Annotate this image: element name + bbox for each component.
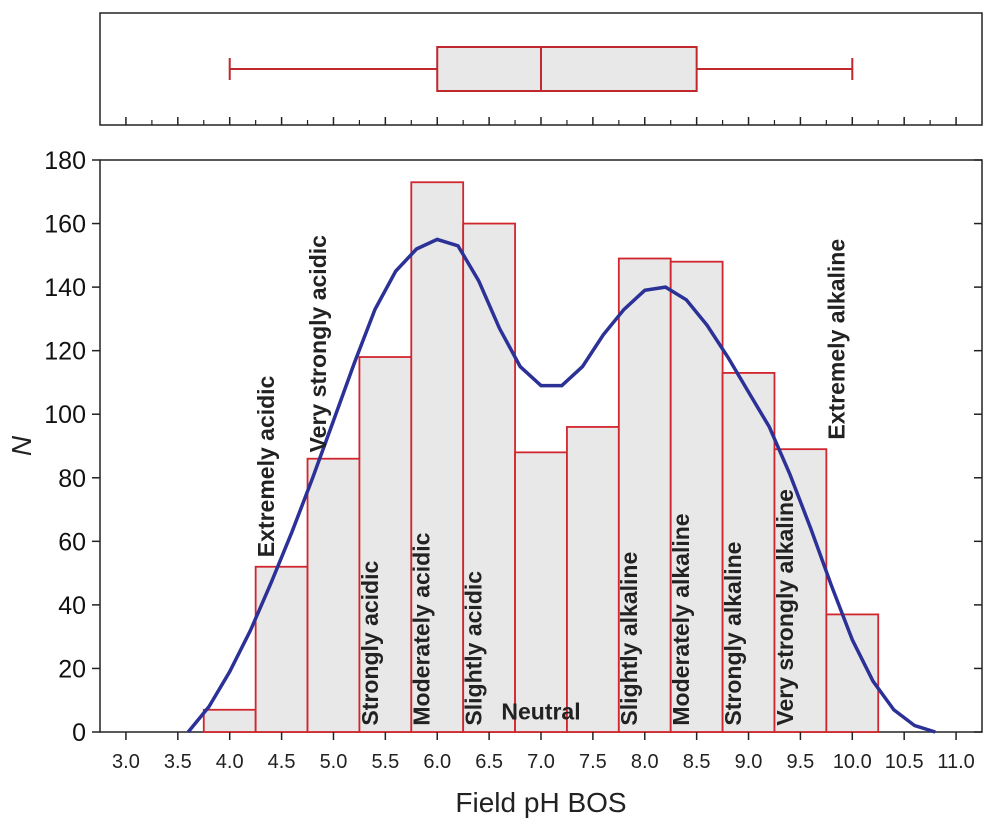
histogram-bar-3 — [358, 356, 413, 733]
histogram-bar-9 — [669, 260, 724, 733]
histogram-bar-8 — [617, 257, 672, 733]
class-label-9: Very strongly alkaline — [772, 489, 798, 726]
ph-class-labels: Extremely acidic Very strongly acidic Stro… — [253, 235, 850, 726]
x-tick-label-7: 6.5 — [475, 751, 503, 773]
y-tick-label-3: 60 — [58, 528, 86, 556]
class-label-8: Strongly alkaline — [720, 542, 746, 726]
x-tick-label-1: 3.5 — [164, 751, 192, 773]
histogram-bar-1 — [254, 565, 309, 733]
histogram-bar-11 — [773, 448, 828, 733]
x-tick-label-10: 8.0 — [631, 751, 659, 773]
x-tick-label-12: 9.0 — [735, 751, 763, 773]
x-axis-label: Field pH BOS — [455, 787, 626, 818]
x-tick-label-2: 4.0 — [216, 751, 244, 773]
class-label-10: Extremely alkaline — [824, 239, 850, 440]
box-iqr — [436, 46, 698, 92]
histogram-bar-7 — [566, 426, 620, 733]
histogram-bar-10 — [721, 372, 776, 733]
x-axis-ticks: 3.0 3.5 4.0 4.5 5.0 5.5 6.0 6.5 7.0 7.5 8.0 8.5 9.0 9… — [112, 732, 975, 773]
x-tick-label-14: 10.0 — [833, 751, 872, 773]
class-label-7: Moderately alkaline — [668, 513, 694, 725]
x-tick-label-6: 6.0 — [423, 751, 451, 773]
x-tick-label-4: 5.0 — [320, 751, 348, 773]
class-label-0: Extremely acidic — [253, 375, 279, 557]
y-tick-label-2: 40 — [58, 592, 86, 620]
histogram-bar-6 — [514, 451, 568, 733]
histogram-bars — [202, 181, 880, 733]
histogram-bar-0 — [202, 708, 257, 733]
y-tick-label-6: 120 — [44, 338, 86, 366]
y-axis-ticks: 0 20 40 60 80 100 120 140 160 180 — [44, 147, 982, 747]
histogram-bar-5 — [462, 222, 516, 733]
class-label-5: Neutral — [501, 699, 580, 725]
y-tick-label-7: 140 — [44, 274, 86, 302]
x-tick-label-0: 3.0 — [112, 751, 140, 773]
x-tick-label-16: 11.0 — [937, 751, 974, 773]
y-tick-label-8: 160 — [44, 211, 86, 239]
y-tick-label-4: 80 — [58, 465, 86, 493]
x-tick-label-5: 5.5 — [371, 751, 399, 773]
class-label-2: Strongly acidic — [357, 561, 383, 726]
y-tick-label-1: 20 — [58, 655, 86, 683]
boxplot-x-ticks — [125, 117, 957, 125]
boxplot — [228, 46, 854, 92]
x-tick-label-9: 7.5 — [579, 751, 607, 773]
density-curve — [186, 237, 936, 734]
y-tick-label-0: 0 — [72, 719, 86, 747]
class-label-3: Moderately acidic — [409, 532, 435, 725]
y-tick-label-9: 180 — [44, 147, 86, 175]
class-label-1: Very strongly acidic — [305, 235, 331, 453]
x-tick-label-13: 9.5 — [787, 751, 815, 773]
x-tick-label-11: 8.5 — [683, 751, 711, 773]
x-tick-label-15: 10.5 — [885, 751, 924, 773]
class-label-4: Slightly acidic — [461, 571, 487, 726]
x-tick-label-3: 4.5 — [268, 751, 296, 773]
histogram-bar-2 — [306, 457, 361, 733]
y-tick-label-5: 100 — [44, 401, 86, 429]
y-axis-label: N — [6, 435, 37, 456]
x-tick-label-8: 7.0 — [527, 751, 555, 773]
class-label-6: Slightly alkaline — [616, 552, 642, 726]
